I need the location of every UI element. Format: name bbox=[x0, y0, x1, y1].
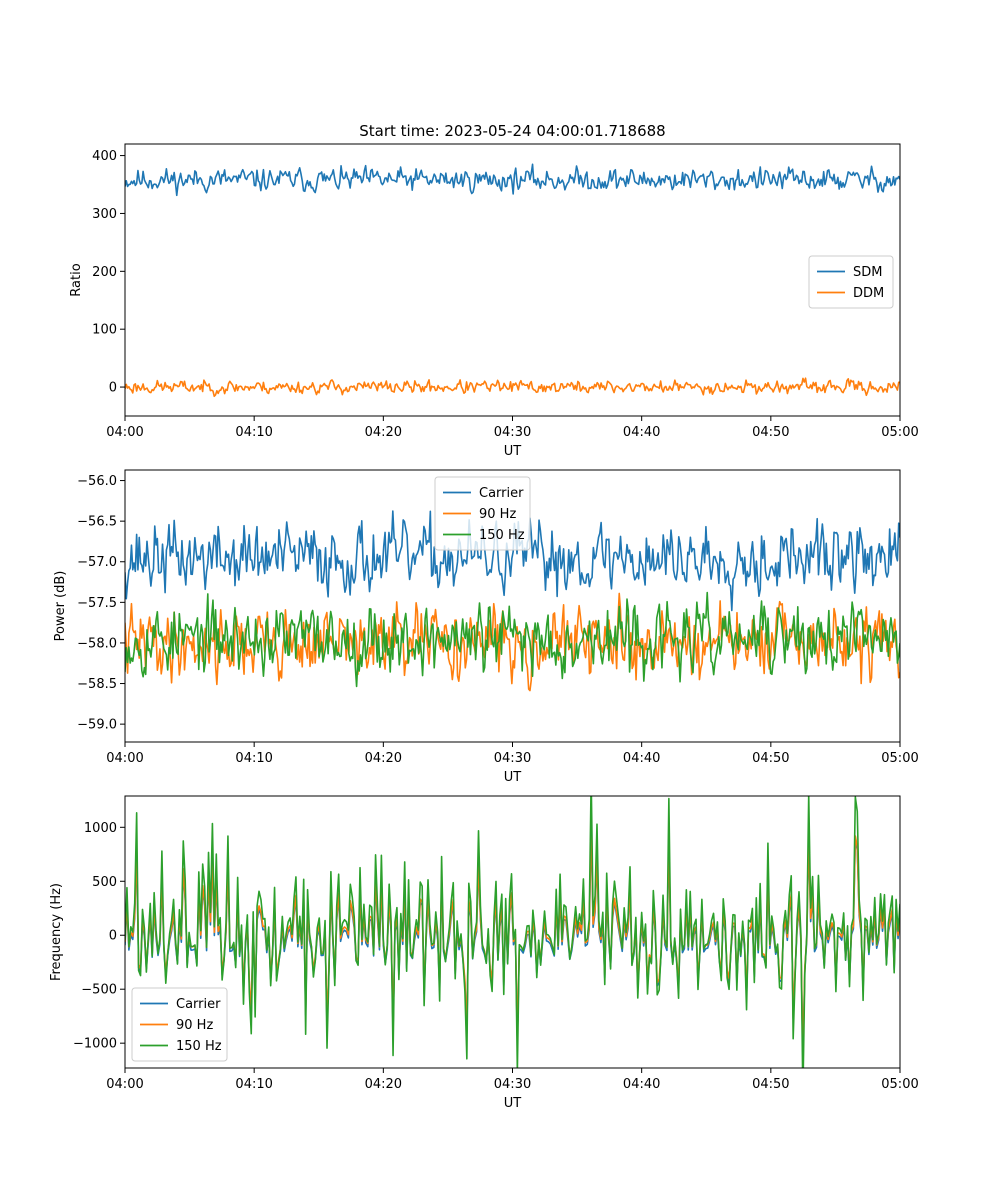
x-axis-label: UT bbox=[504, 770, 522, 785]
x-tick-label: 05:00 bbox=[881, 425, 918, 440]
x-tick-label: 04:10 bbox=[235, 1077, 272, 1092]
x-tick-label: 04:50 bbox=[752, 425, 789, 440]
y-tick-label: −57.5 bbox=[77, 596, 117, 611]
y-tick-label: −500 bbox=[81, 983, 117, 998]
panel-1: 04:00 04:10 04:20 04:30 04:40 04:50 05:00 0 100 2… bbox=[69, 143, 919, 459]
series-line-150-hz bbox=[125, 591, 900, 688]
series-group bbox=[125, 796, 900, 1068]
legend-label: SDM bbox=[853, 265, 882, 280]
legend: Carrier 90 Hz 150 Hz bbox=[131, 987, 228, 1062]
x-tick-label: 04:00 bbox=[106, 751, 143, 766]
legend-label: Carrier bbox=[176, 997, 221, 1012]
legend-label: 150 Hz bbox=[479, 528, 525, 543]
x-tick-label: 04:00 bbox=[106, 1077, 143, 1092]
y-tick-label: 200 bbox=[92, 265, 117, 280]
y-axis-label: Ratio bbox=[69, 263, 84, 296]
x-tick-label: 04:00 bbox=[106, 425, 143, 440]
legend: Carrier 90 Hz 150 Hz bbox=[434, 476, 531, 551]
y-tick-label: 300 bbox=[92, 207, 117, 222]
y-tick-label: −58.0 bbox=[77, 636, 117, 651]
y-tick-label: 0 bbox=[109, 381, 117, 396]
panels: 04:00 04:10 04:20 04:30 04:40 04:50 05:00 0 100 2… bbox=[49, 143, 919, 1111]
x-tick-label: 04:30 bbox=[494, 425, 531, 440]
x-axis-label: UT bbox=[504, 1096, 522, 1111]
y-tick-label: −57.0 bbox=[77, 555, 117, 570]
series-line-carrier bbox=[125, 510, 900, 612]
x-tick-label: 04:10 bbox=[235, 425, 272, 440]
series-line-ddm bbox=[125, 377, 900, 398]
y-tick-label: −58.5 bbox=[77, 677, 117, 692]
panel-2: 04:00 04:10 04:20 04:30 04:40 04:50 05:00 −59.0… bbox=[53, 469, 919, 785]
legend-box bbox=[808, 255, 894, 309]
x-tick-label: 04:50 bbox=[752, 1077, 789, 1092]
legend-box bbox=[434, 476, 531, 551]
x-tick-label: 04:20 bbox=[365, 1077, 402, 1092]
legend-label: 90 Hz bbox=[479, 507, 516, 522]
y-axis-label: Power (dB) bbox=[53, 571, 68, 642]
x-tick-label: 05:00 bbox=[881, 1077, 918, 1092]
x-tick-label: 04:40 bbox=[623, 1077, 660, 1092]
panel-3: 04:00 04:10 04:20 04:30 04:40 04:50 05:00 −1000… bbox=[49, 795, 919, 1111]
legend-label: Carrier bbox=[479, 486, 524, 501]
series-group bbox=[125, 163, 900, 398]
chart-title: Start time: 2023-05-24 04:00:01.718688 bbox=[359, 122, 665, 140]
x-tick-label: 04:40 bbox=[623, 751, 660, 766]
y-tick-label: 500 bbox=[92, 875, 117, 890]
y-axis-label: Frequency (Hz) bbox=[49, 883, 64, 981]
legend-box bbox=[131, 987, 228, 1062]
series-line-90-hz bbox=[125, 592, 900, 692]
legend: SDM DDM bbox=[808, 255, 894, 309]
y-tick-label: 100 bbox=[92, 323, 117, 338]
y-tick-label: 400 bbox=[92, 149, 117, 164]
x-tick-label: 04:40 bbox=[623, 425, 660, 440]
legend-label: DDM bbox=[853, 286, 884, 301]
x-tick-label: 04:30 bbox=[494, 1077, 531, 1092]
series-line-150-hz bbox=[125, 796, 900, 1068]
y-tick-label: −59.0 bbox=[77, 718, 117, 733]
series-group bbox=[125, 510, 900, 692]
legend-label: 90 Hz bbox=[176, 1018, 213, 1033]
y-tick-label: 1000 bbox=[84, 821, 117, 836]
y-tick-label: −56.0 bbox=[77, 474, 117, 489]
legend-label: 150 Hz bbox=[176, 1039, 222, 1054]
x-tick-label: 04:20 bbox=[365, 751, 402, 766]
x-tick-label: 04:20 bbox=[365, 425, 402, 440]
x-tick-label: 04:30 bbox=[494, 751, 531, 766]
series-line-sdm bbox=[125, 163, 900, 197]
x-tick-label: 04:50 bbox=[752, 751, 789, 766]
x-tick-label: 04:10 bbox=[235, 751, 272, 766]
y-tick-label: −1000 bbox=[73, 1037, 117, 1052]
x-axis-label: UT bbox=[504, 444, 522, 459]
y-tick-label: 0 bbox=[109, 929, 117, 944]
x-tick-label: 05:00 bbox=[881, 751, 918, 766]
y-tick-label: −56.5 bbox=[77, 515, 117, 530]
